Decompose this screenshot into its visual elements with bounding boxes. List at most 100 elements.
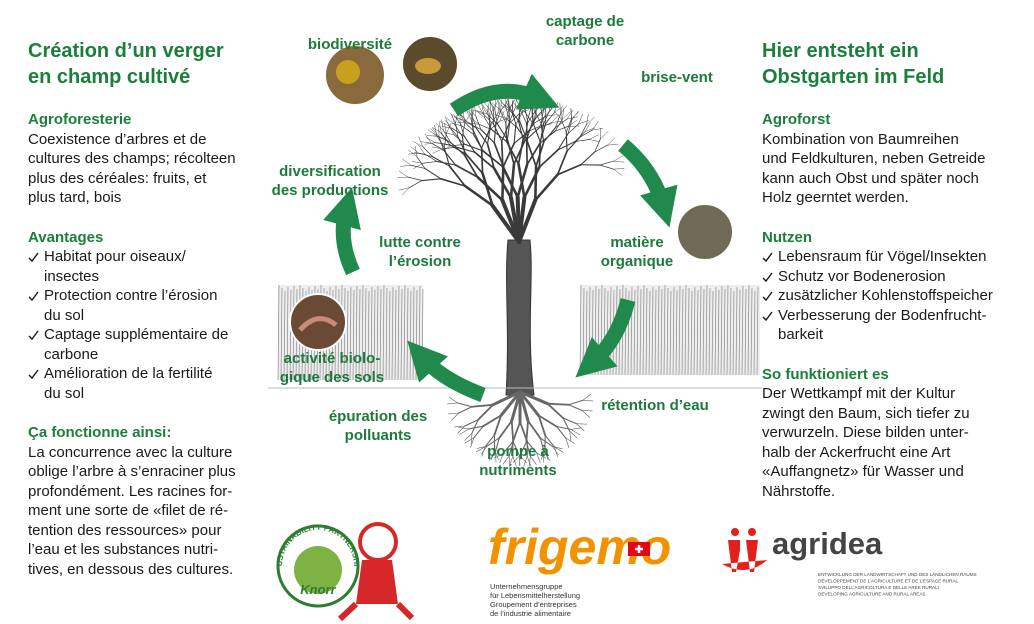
- root: [478, 405, 493, 420]
- agridea-brand: agridea: [772, 526, 883, 561]
- section-heading: Agroforesterie: [28, 110, 268, 130]
- root: [570, 431, 571, 441]
- text-line: verwurzeln. Diese bilden unter-: [762, 423, 1027, 443]
- diagram-label: lutte contre: [379, 234, 461, 251]
- diagram-label: gique des sols: [280, 369, 384, 386]
- branch: [572, 111, 578, 120]
- section: NutzenLebensraum für Vögel/InsektenSchut…: [762, 228, 1027, 345]
- diagram-label: carbone: [556, 32, 614, 49]
- branch: [454, 116, 463, 121]
- list-item: Habitat pour oiseaux/insectes: [28, 247, 268, 286]
- text-line: Lebensraum für Vögel/Insekten: [778, 247, 1027, 267]
- check: [763, 253, 772, 261]
- checkmark: [28, 330, 39, 341]
- text-line: Schutz vor Bodenerosion: [778, 267, 1027, 287]
- check: [763, 273, 772, 281]
- frigemo-tagline: Unternehmensgruppefür Lebensmittelherste…: [490, 582, 580, 618]
- branch: [581, 152, 595, 165]
- root: [577, 424, 585, 431]
- trunk: [506, 240, 534, 395]
- branch: [408, 177, 422, 180]
- diagram-label: pompe à: [487, 443, 549, 460]
- list-item: zusätzlicher Kohlenstoffspeicher: [762, 286, 1027, 306]
- title-line: Création d’un verger: [28, 38, 268, 64]
- arrow: [423, 358, 483, 395]
- branch: [413, 142, 422, 147]
- text-line: Holz geerntet werden.: [762, 188, 1027, 208]
- root: [528, 421, 540, 438]
- branch: [545, 108, 552, 116]
- photo-organic-matter: [677, 204, 733, 260]
- branch: [444, 134, 446, 148]
- diagram-label: diversification: [279, 163, 381, 180]
- tagline-line: für Lebensmittelherstellung: [490, 591, 580, 600]
- text-line: du sol: [44, 306, 268, 326]
- text-line: kann auch Obst und später noch: [762, 169, 1027, 189]
- root: [577, 424, 587, 425]
- branch: [600, 161, 614, 165]
- branch: [589, 139, 599, 141]
- left-column: Création d’un vergeren champ cultivé Agro…: [28, 38, 268, 579]
- section-heading: Ça fonctionne ainsi:: [28, 423, 268, 443]
- knorr-brand: Knorr: [300, 582, 336, 597]
- root: [571, 428, 581, 430]
- text-line: plus tard, bois: [28, 188, 268, 208]
- section-heading: Avantages: [28, 228, 268, 248]
- branch: [554, 102, 557, 112]
- branch: [482, 148, 483, 173]
- checkmark: [762, 311, 773, 322]
- title: Création d’un vergeren champ cultivé: [28, 38, 268, 90]
- root: [513, 422, 520, 442]
- text-line: La concurrence avec la culture: [28, 443, 268, 463]
- text-line: cultures des champs; récolteen: [28, 149, 268, 169]
- list-item: Verbesserung der Bodenfrucht-barkeit: [762, 306, 1027, 345]
- diagram-label: épuration des: [329, 408, 427, 425]
- text-line: «Auffangnetz» für Wasser und: [762, 462, 1027, 482]
- branch: [585, 122, 590, 131]
- text-line: oblige l’arbre à s’enraciner plus: [28, 462, 268, 482]
- page: { "left": { "title": ["Création d’un ver…: [0, 0, 1034, 624]
- text-line: profondément. Les racines for-: [28, 482, 268, 502]
- checkmark: [762, 252, 773, 263]
- root: [582, 410, 590, 417]
- text-line: Amélioration de la fertilité: [44, 364, 268, 384]
- root: [471, 433, 472, 443]
- diagram-label: l’érosion: [389, 253, 452, 270]
- text-line: Coexistence d’arbres et de: [28, 130, 268, 150]
- branch: [524, 167, 539, 197]
- checkmark: [28, 291, 39, 302]
- root: [472, 405, 493, 407]
- branch: [510, 100, 514, 110]
- section-heading: Nutzen: [762, 228, 1027, 248]
- diagram-label: nutriments: [479, 462, 557, 479]
- checkmark: [28, 369, 39, 380]
- list-item: Protection contre l’érosiondu sol: [28, 286, 268, 325]
- branch: [607, 138, 615, 145]
- text-line: insectes: [44, 267, 268, 287]
- right-column: Hier entsteht einObstgarten im FeldAgrof…: [762, 38, 1027, 501]
- branch: [426, 138, 435, 143]
- branch: [563, 108, 564, 119]
- branch: [539, 150, 558, 167]
- section: So funktioniert esDer Wettkampf mit der …: [762, 365, 1027, 502]
- diagram-label: des productions: [272, 182, 389, 199]
- branch: [614, 156, 623, 161]
- text-line: Captage supplémentaire de: [44, 325, 268, 345]
- root: [458, 403, 472, 407]
- title-line: en champ cultivé: [28, 64, 268, 90]
- text-line: zusätzlicher Kohlenstoffspeicher: [778, 286, 1027, 306]
- branch: [607, 144, 618, 145]
- root: [455, 426, 465, 427]
- checkmark: [28, 252, 39, 263]
- branch: [613, 169, 624, 170]
- diagram-label: organique: [601, 253, 674, 270]
- branch: [457, 122, 468, 123]
- tagline-line: DÉVELOPPEMENT DE L’AGRICULTURE ET DE L’E…: [818, 578, 959, 584]
- branch: [614, 161, 625, 162]
- branch: [484, 102, 491, 110]
- root: [459, 407, 472, 413]
- branch: [544, 127, 556, 142]
- check: [763, 312, 772, 320]
- branch: [410, 181, 422, 188]
- text-line: Kombination von Baumreihen: [762, 130, 1027, 150]
